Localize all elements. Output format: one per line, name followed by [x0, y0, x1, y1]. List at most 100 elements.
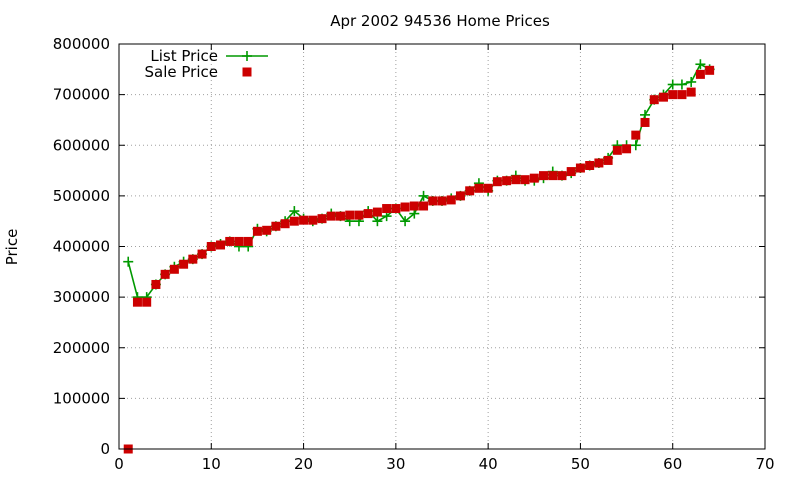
series-1 — [123, 65, 715, 454]
tick-labels: 0 10 20 30 40 50 60 70 0 100000 200000 300000 400000… — [53, 35, 775, 473]
data-point — [492, 177, 502, 187]
y-tick-label: 300000 — [53, 288, 110, 306]
data-point — [594, 158, 604, 168]
data-point — [695, 69, 705, 79]
data-point — [455, 191, 465, 201]
x-tick-label: 50 — [571, 455, 590, 473]
data-point — [474, 183, 484, 193]
y-tick-label: 400000 — [53, 238, 110, 256]
data-point — [400, 216, 411, 227]
data-point — [142, 297, 152, 307]
data-point — [640, 117, 650, 127]
data-point — [382, 204, 392, 214]
data-point — [169, 264, 179, 274]
data-point — [132, 297, 142, 307]
data-point — [151, 279, 161, 289]
data-point — [418, 190, 429, 201]
data-point — [483, 183, 493, 193]
data-point — [335, 211, 345, 221]
data-point — [372, 207, 382, 217]
legend-label: List Price — [150, 47, 218, 65]
data-point — [391, 204, 401, 214]
y-tick-label: 800000 — [53, 35, 110, 53]
data-point — [539, 171, 549, 181]
data-point — [668, 90, 678, 100]
chart-title: Apr 2002 94536 Home Prices — [330, 12, 550, 30]
data-point — [252, 226, 262, 236]
data-point — [658, 92, 668, 102]
y-tick-label: 600000 — [53, 136, 110, 154]
data-point — [622, 144, 632, 154]
data-point — [630, 140, 641, 151]
x-tick-label: 10 — [202, 455, 221, 473]
data-point — [511, 175, 521, 185]
data-point — [345, 210, 355, 220]
y-axis-label: Price — [3, 229, 21, 266]
data-point — [299, 215, 309, 225]
data-point — [548, 171, 558, 181]
data-point — [308, 215, 318, 225]
data-point — [317, 214, 327, 224]
data-point — [234, 236, 244, 246]
data-point — [206, 242, 216, 251]
data-point — [695, 59, 706, 70]
data-point — [354, 210, 364, 220]
data-point — [649, 95, 659, 105]
data-point — [566, 167, 576, 177]
y-tick-label: 100000 — [53, 389, 110, 407]
data-point — [289, 216, 299, 226]
plot-frame — [118, 43, 766, 450]
data-point — [179, 259, 189, 269]
data-point — [280, 219, 290, 229]
data-point — [326, 211, 336, 221]
data-point — [686, 76, 697, 87]
data-point — [677, 90, 687, 100]
legend-label: Sale Price — [145, 63, 218, 81]
legend-marker — [242, 67, 252, 77]
data-point — [557, 171, 567, 181]
data-point — [216, 240, 226, 250]
data-point — [502, 176, 512, 186]
data-point — [446, 195, 456, 205]
data-point — [705, 65, 715, 75]
x-tick-label: 30 — [386, 455, 405, 473]
y-tick-label: 0 — [100, 440, 110, 458]
data-point — [529, 173, 539, 183]
data-point — [631, 130, 641, 140]
series-0 — [123, 59, 715, 303]
data-point — [160, 269, 170, 279]
data-point — [520, 175, 530, 185]
data-point — [262, 225, 272, 235]
data-point — [603, 155, 613, 165]
data-point — [188, 254, 198, 264]
x-tick-label: 40 — [479, 455, 498, 473]
data-point — [667, 79, 678, 90]
x-tick-label: 60 — [663, 455, 682, 473]
data-point — [243, 236, 253, 246]
data-point — [363, 209, 373, 219]
data-point — [419, 201, 429, 211]
data-point — [289, 206, 300, 217]
data-point — [197, 249, 207, 259]
data-point — [123, 256, 134, 267]
series-line — [127, 63, 711, 298]
data-point — [465, 186, 475, 196]
legend-marker — [242, 51, 252, 61]
data-point — [428, 196, 438, 206]
data-point — [271, 221, 281, 231]
y-tick-label: 700000 — [53, 86, 110, 104]
data-point — [225, 236, 235, 246]
series-layer — [123, 59, 715, 454]
data-point — [437, 196, 447, 206]
x-tick-label: 20 — [294, 455, 313, 473]
x-tick-label: 70 — [755, 455, 774, 473]
data-point — [676, 79, 687, 90]
y-tick-label: 500000 — [53, 187, 110, 205]
y-tick-label: 200000 — [53, 339, 110, 357]
data-point — [409, 201, 419, 211]
data-point — [575, 163, 585, 173]
x-tick-label: 0 — [114, 455, 124, 473]
data-point — [612, 145, 622, 155]
